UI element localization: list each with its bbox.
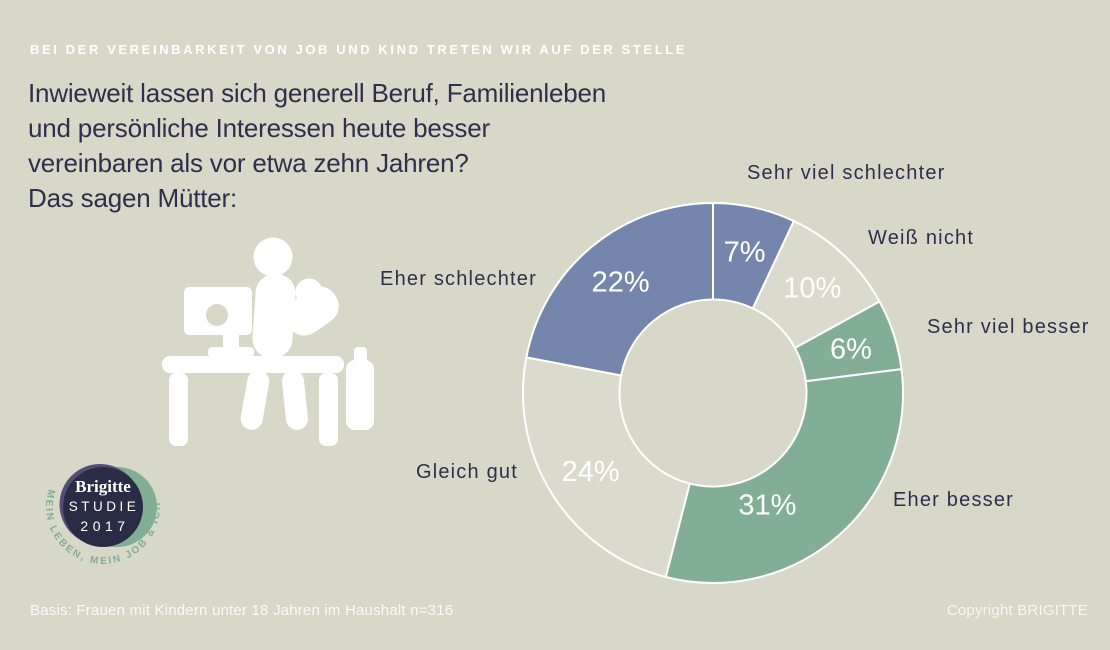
segment-label-gleich-gut: Gleich gut [415, 461, 518, 483]
percent-label-0: 7% [724, 237, 766, 269]
logo-brand-text: Brigitte [75, 477, 131, 496]
copyright-text: Copyright BRIGITTE [946, 602, 1088, 619]
question-line: Inwieweit lassen sich generell Beruf, Fa… [28, 78, 606, 108]
segment-label-weiss-nicht: Weiß nicht [868, 227, 975, 249]
question-line: Das sagen Mütter: [28, 183, 238, 213]
percent-label-2: 6% [830, 333, 872, 365]
percent-label-3: 31% [738, 490, 796, 522]
segment-label-sehr-viel-besser: Sehr viel besser [927, 316, 1090, 338]
segment-label-eher-schlechter: Eher schlechter [380, 268, 537, 290]
question-line: und persönliche Interessen heute besser [28, 113, 490, 143]
logo-navy-circle [63, 467, 143, 547]
donut-segment-5 [525, 202, 714, 377]
brigitte-studie-logo: Brigitte STUDIE 2017 MEIN LEBEN, MEIN JO… [43, 464, 161, 567]
donut-segment-3 [664, 368, 904, 584]
donut-segment-4 [522, 356, 691, 579]
logo-year-text: 2017 [80, 518, 129, 534]
segment-label-sehr-viel-schlechter: Sehr viel schlechter [747, 162, 946, 184]
percent-label-4: 24% [562, 456, 620, 488]
percent-label-1: 10% [783, 272, 841, 304]
logo-studie-text: STUDIE [69, 499, 140, 514]
kicker-text: BEI DER VEREINBARKEIT VON JOB UND KIND T… [30, 42, 688, 57]
mother-at-desk-icon [162, 237, 374, 446]
percent-label-5: 22% [592, 266, 650, 298]
footnote-text: Basis: Frauen mit Kindern unter 18 Jahre… [30, 602, 454, 619]
monitor-screen-dot [206, 304, 228, 326]
question-text: Inwieweit lassen sich generell Beruf, Fa… [28, 76, 606, 216]
segment-label-eher-besser: Eher besser [893, 489, 1015, 511]
donut-chart: 7% 10% 6% 31% 24% 22% [522, 202, 904, 584]
question-line: vereinbaren als vor etwa zehn Jahren? [28, 148, 469, 178]
